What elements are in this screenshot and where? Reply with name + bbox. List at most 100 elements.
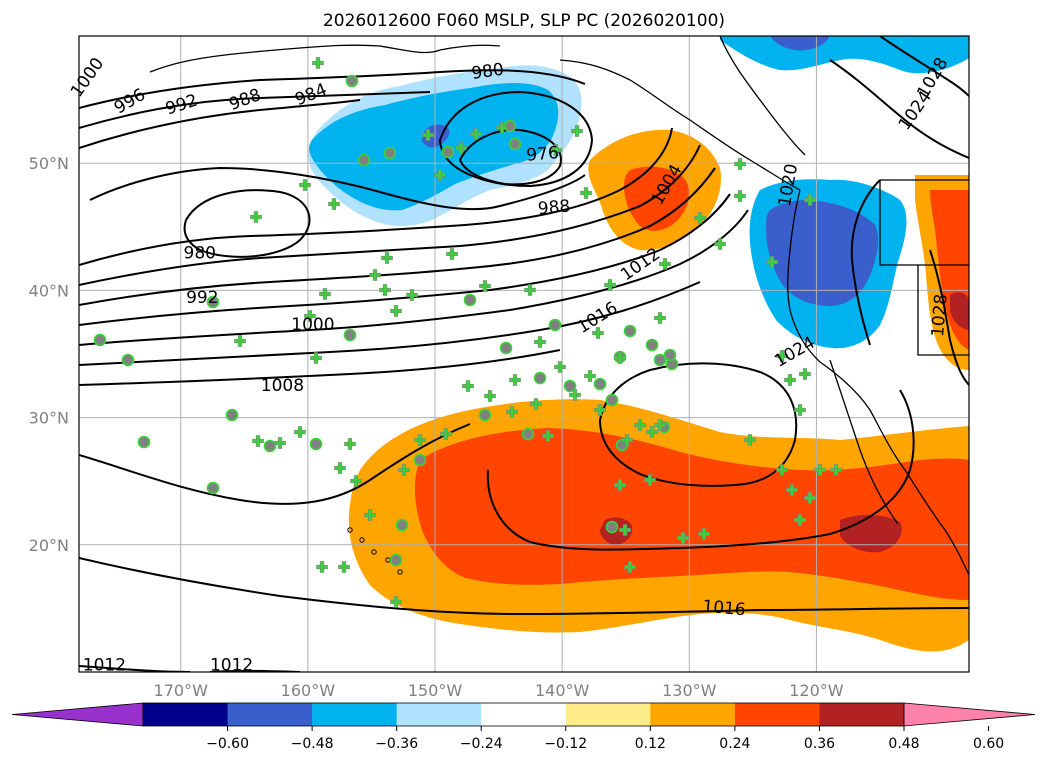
station-marker-circle: [309, 437, 323, 451]
station-marker-circle: [345, 74, 359, 88]
station-marker-plus: [804, 492, 816, 504]
station-marker-circle: [206, 481, 220, 495]
station-marker-circle: [623, 324, 637, 338]
station-marker-plus: [328, 198, 340, 210]
station-marker-circle: [383, 146, 397, 160]
station-marker-plus: [646, 426, 658, 438]
station-marker-plus: [462, 380, 474, 392]
station-marker-circle: [93, 333, 107, 347]
station-marker-plus: [338, 561, 350, 573]
map-frame: [78, 35, 970, 673]
colorbar-frame: [142, 702, 905, 727]
station-marker-plus: [294, 426, 306, 438]
colorbar-tick-label: 0.60: [973, 736, 1004, 752]
colorbar-swatch: [650, 703, 736, 726]
isobar-line: [79, 99, 361, 149]
chart-title: 2026012600 F060 MSLP, SLP PC (2026020100…: [323, 11, 725, 31]
isobar-label: 980: [470, 60, 505, 84]
station-marker-plus: [776, 464, 788, 476]
isobar-line: [89, 166, 586, 211]
isobar-label: 1012: [210, 656, 253, 676]
station-marker-plus: [369, 269, 381, 281]
lon-tick-label: 120°W: [789, 681, 844, 700]
station-marker-plus: [776, 350, 788, 362]
station-marker-plus: [496, 122, 508, 134]
station-marker-plus: [604, 279, 616, 291]
station-marker-plus: [364, 509, 376, 521]
station-marker-plus: [659, 258, 671, 270]
station-marker-circle: [605, 393, 619, 407]
station-marker-circle: [395, 518, 409, 532]
station-marker-circle: [663, 348, 677, 362]
station-marker-plus: [350, 475, 362, 487]
lon-tick-label: 150°W: [408, 681, 463, 700]
station-marker-plus: [654, 419, 666, 431]
station-marker-circle: [521, 427, 535, 441]
isobar-label: 1000: [291, 315, 334, 335]
negative-anomaly-core-pacific-northwest: [766, 200, 879, 306]
lon-tick-label: 140°W: [535, 681, 590, 700]
coastline-segment: [787, 189, 969, 576]
station-marker-plus: [379, 284, 391, 296]
station-marker-plus: [621, 434, 633, 446]
station-marker-plus: [274, 437, 286, 449]
station-marker-plus: [484, 390, 496, 402]
latitude-tick-labels: 20°N 30°N 40°N 50°N: [29, 154, 69, 555]
island-outline: [397, 569, 403, 575]
isobar-label: 988: [537, 196, 571, 219]
station-marker-circle: [343, 328, 357, 342]
station-marker-plus: [414, 434, 426, 446]
colorbar: −0.60 −0.48 −0.36 −0.24 −0.12 0.12 0.24 0.36 0.4…: [11, 702, 1036, 752]
isobar-label: 1016: [702, 597, 747, 621]
station-marker-plus: [509, 374, 521, 386]
station-marker-circle: [137, 435, 151, 449]
isobar-line: [79, 557, 969, 616]
coastline-segment: [149, 44, 441, 73]
station-marker-plus: [390, 596, 402, 608]
isobar-line: [79, 167, 716, 306]
isobar-line: [486, 389, 915, 551]
colorbar-swatch: [396, 703, 482, 726]
isobar-line: [459, 128, 562, 186]
station-marker-plus: [734, 158, 746, 170]
colorbar-tick-label: 0.12: [635, 736, 666, 752]
station-marker-plus: [786, 484, 798, 496]
colorbar-tick-label: −0.24: [460, 736, 503, 752]
station-marker-plus: [619, 524, 631, 536]
station-marker-plus: [654, 312, 666, 324]
colorbar-tick-label: −0.12: [544, 736, 587, 752]
station-marker-circle: [478, 408, 492, 422]
coastline-segment: [439, 44, 501, 51]
station-marker-plus: [698, 528, 710, 540]
station-marker-plus: [734, 190, 746, 202]
station-marker-plus: [744, 434, 756, 446]
station-marker-plus: [794, 514, 806, 526]
station-marker-plus: [634, 419, 646, 431]
station-marker-plus: [694, 212, 706, 224]
station-marker-circle: [389, 553, 403, 567]
isobar-label: 976: [526, 143, 560, 166]
lat-tick-label: 30°N: [29, 409, 69, 428]
isobar-line: [79, 423, 471, 505]
station-marker-plus: [310, 352, 322, 364]
station-marker-circle: [593, 377, 607, 391]
station-marker-plus: [571, 125, 583, 137]
colorbar-tick-label: 0.24: [719, 736, 750, 752]
island-outline: [371, 549, 377, 555]
colorbar-swatch: [481, 703, 567, 726]
graticule: [79, 36, 969, 672]
lat-tick-label: 50°N: [29, 154, 69, 173]
station-marker-plus: [594, 404, 606, 416]
station-marker-plus: [554, 361, 566, 373]
station-marker-plus: [714, 238, 726, 250]
station-marker-plus: [614, 352, 626, 364]
station-marker-circle: [563, 379, 577, 393]
colorbar-swatch: [565, 703, 651, 726]
station-marker-plus: [470, 128, 482, 140]
station-marker-plus: [250, 211, 262, 223]
isobar-line: [79, 91, 431, 129]
station-marker-circle: [653, 353, 667, 367]
isobar-line: [439, 90, 594, 188]
isobar-line: [599, 362, 798, 487]
lat-tick-label: 20°N: [29, 536, 69, 555]
